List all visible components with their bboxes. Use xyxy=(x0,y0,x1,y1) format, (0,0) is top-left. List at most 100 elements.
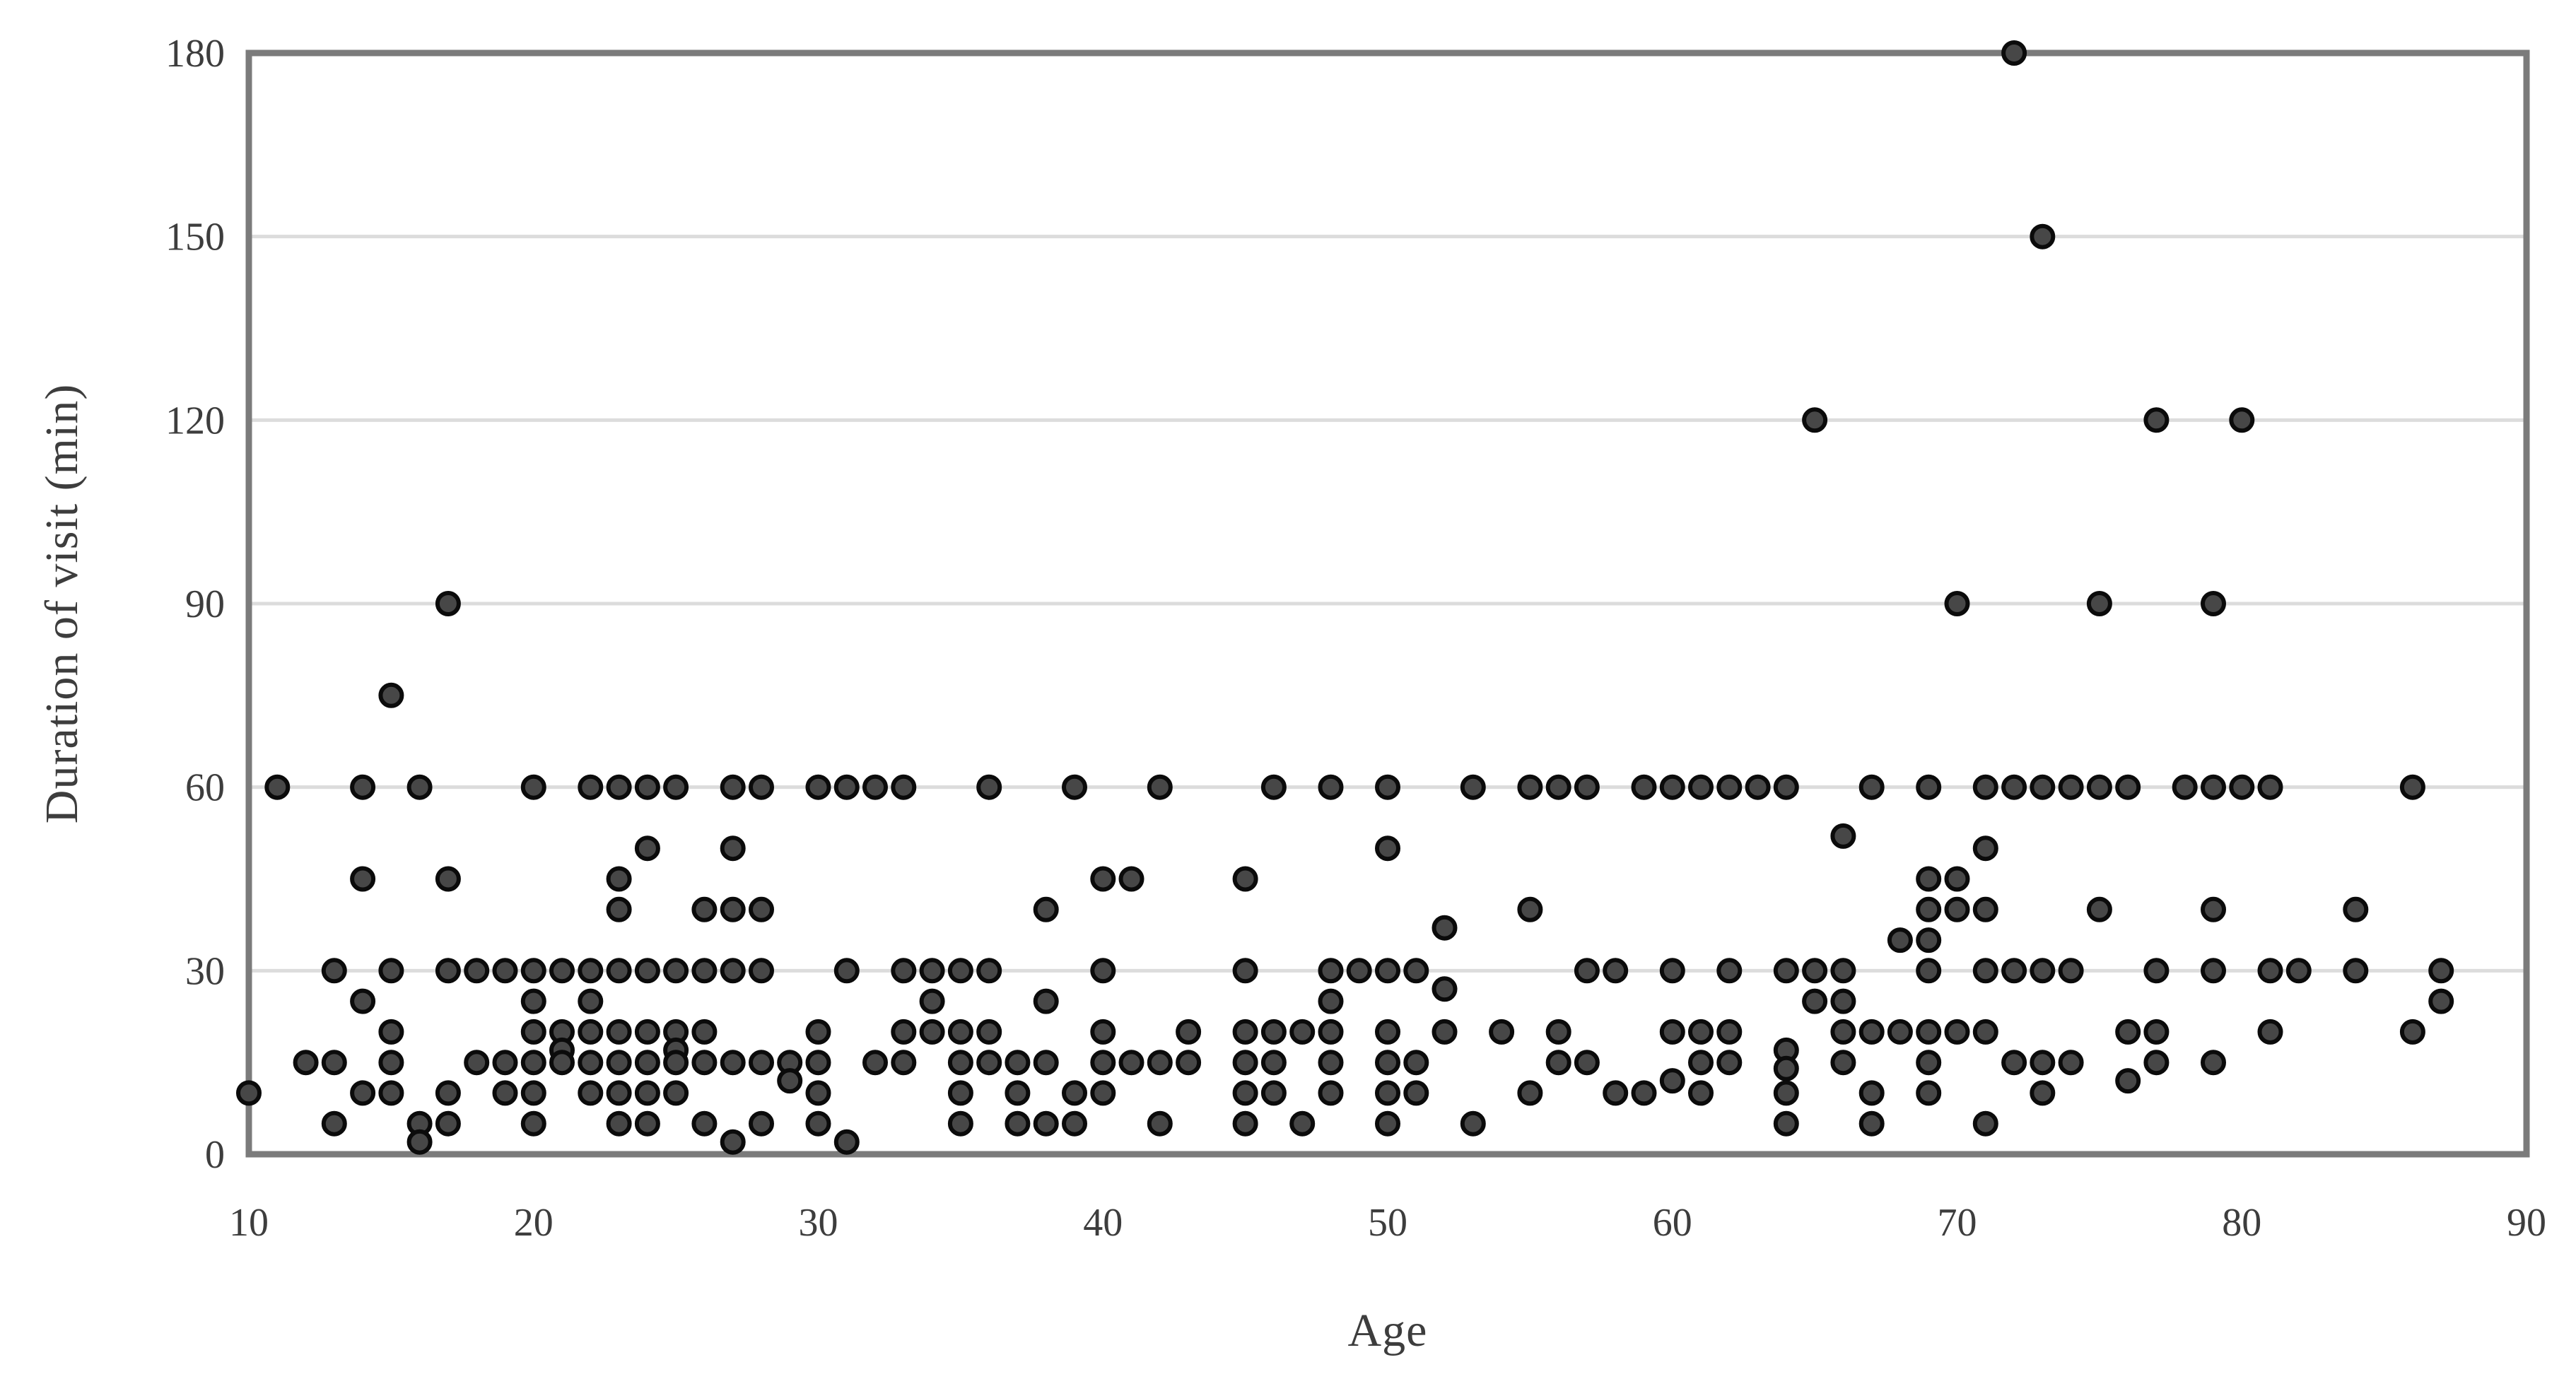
data-point xyxy=(1432,915,1458,941)
data-point xyxy=(435,958,461,984)
data-point xyxy=(1858,1019,1885,1045)
data-point xyxy=(321,1110,347,1137)
data-point xyxy=(1375,835,1400,862)
data-point xyxy=(1033,896,1059,922)
data-point xyxy=(2115,1019,2141,1045)
data-point xyxy=(947,1019,973,1045)
data-point xyxy=(749,896,774,922)
data-point xyxy=(1318,1080,1344,1106)
data-point xyxy=(2257,958,2283,984)
data-point xyxy=(520,958,546,984)
data-point xyxy=(1033,1110,1059,1137)
data-point xyxy=(1972,774,1998,800)
data-point xyxy=(749,958,774,984)
data-point xyxy=(833,958,860,984)
data-point xyxy=(720,774,746,800)
x-tick-label: 30 xyxy=(799,1201,838,1245)
data-point xyxy=(2115,774,2141,800)
data-point xyxy=(2201,896,2226,922)
data-point xyxy=(321,1050,347,1076)
data-point xyxy=(2086,896,2112,922)
data-point xyxy=(1916,927,1942,953)
data-point xyxy=(1773,1110,1799,1137)
data-point xyxy=(2115,1068,2141,1094)
data-point xyxy=(578,988,604,1014)
data-point xyxy=(520,1050,546,1076)
data-point xyxy=(749,1050,774,1076)
data-point xyxy=(2030,1080,2056,1106)
data-point xyxy=(1232,958,1258,984)
y-tick-label: 30 xyxy=(185,949,225,993)
data-point xyxy=(1802,958,1828,984)
data-point xyxy=(378,1080,404,1106)
data-point xyxy=(321,958,347,984)
data-point xyxy=(350,988,376,1014)
x-tick-label: 40 xyxy=(1083,1201,1123,1245)
y-tick-label: 90 xyxy=(185,582,225,626)
data-point xyxy=(1375,958,1400,984)
data-point xyxy=(1574,1050,1600,1076)
data-point xyxy=(1517,1080,1543,1106)
data-point xyxy=(663,1050,689,1076)
data-point xyxy=(1090,1080,1116,1106)
data-point xyxy=(2086,774,2112,800)
data-point xyxy=(1232,866,1258,892)
data-point xyxy=(1887,927,1913,953)
data-point xyxy=(1944,896,1970,922)
data-point xyxy=(634,1080,660,1106)
data-point xyxy=(350,774,376,800)
data-point xyxy=(1260,774,1287,800)
data-point xyxy=(1688,774,1714,800)
data-point xyxy=(891,1050,917,1076)
data-point xyxy=(805,774,831,800)
data-point xyxy=(2143,958,2170,984)
data-point xyxy=(293,1050,319,1076)
data-point xyxy=(378,1050,404,1076)
data-point xyxy=(2229,407,2255,433)
data-point xyxy=(862,774,888,800)
data-point xyxy=(947,1050,973,1076)
data-point xyxy=(749,1110,774,1137)
data-point xyxy=(606,958,632,984)
data-point xyxy=(2399,774,2425,800)
data-point xyxy=(492,958,518,984)
data-point xyxy=(2086,591,2112,616)
data-point xyxy=(435,1080,461,1106)
data-point xyxy=(720,896,746,922)
data-point xyxy=(1858,1080,1885,1106)
data-point xyxy=(634,958,660,984)
y-tick-label: 0 xyxy=(205,1133,225,1177)
data-point xyxy=(691,958,718,984)
data-point xyxy=(1916,1080,1942,1106)
data-point xyxy=(1716,958,1743,984)
data-point xyxy=(1118,1050,1144,1076)
data-point xyxy=(520,1110,546,1137)
data-point xyxy=(1830,823,1856,849)
x-tick-label: 10 xyxy=(229,1201,269,1245)
data-point xyxy=(833,1129,860,1155)
data-point xyxy=(1062,774,1087,800)
x-tick-label: 90 xyxy=(2507,1201,2546,1245)
data-point xyxy=(749,774,774,800)
data-point xyxy=(1716,774,1743,800)
data-point xyxy=(520,1019,546,1045)
data-point xyxy=(1260,1019,1287,1045)
data-point xyxy=(2399,1019,2425,1045)
data-point xyxy=(1318,1019,1344,1045)
data-point xyxy=(663,774,689,800)
data-point xyxy=(691,1110,718,1137)
data-point xyxy=(2201,1050,2226,1076)
data-point xyxy=(406,1129,433,1155)
data-point xyxy=(1916,866,1942,892)
data-point xyxy=(378,1019,404,1045)
data-point xyxy=(264,774,291,800)
data-point xyxy=(1972,958,1998,984)
plot-frame xyxy=(245,49,2530,1158)
data-point xyxy=(2172,774,2198,800)
data-point xyxy=(1972,1019,1998,1045)
data-point xyxy=(1773,958,1799,984)
data-point xyxy=(805,1110,831,1137)
data-point xyxy=(1375,1019,1400,1045)
data-point xyxy=(578,774,604,800)
